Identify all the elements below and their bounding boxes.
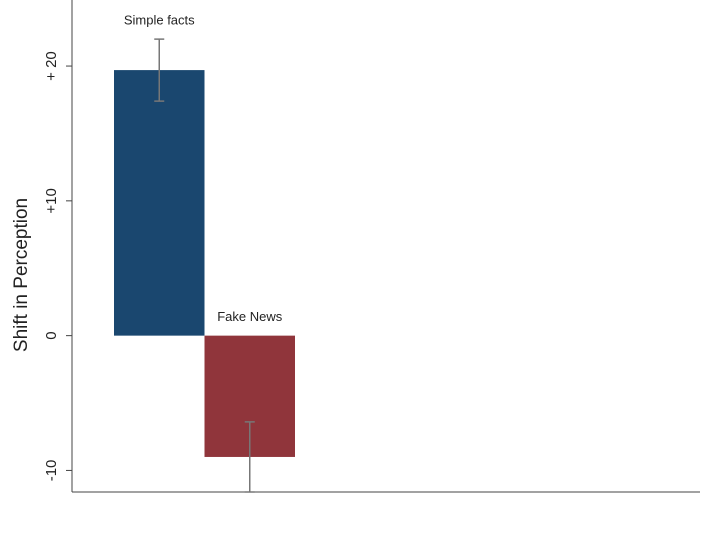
- error-bar: [154, 38, 165, 102]
- y-tick-label: + 20: [43, 51, 60, 81]
- bar: [114, 70, 205, 336]
- category-label: Simple facts: [124, 13, 195, 28]
- y-tick-label: -10: [43, 460, 60, 482]
- y-tick-label: 0: [43, 331, 60, 339]
- category-label: Fake News: [217, 309, 283, 324]
- y-tick-label: +10: [43, 188, 60, 213]
- error-bar: [244, 421, 255, 493]
- y-axis-title: Shift in Perception: [11, 198, 32, 352]
